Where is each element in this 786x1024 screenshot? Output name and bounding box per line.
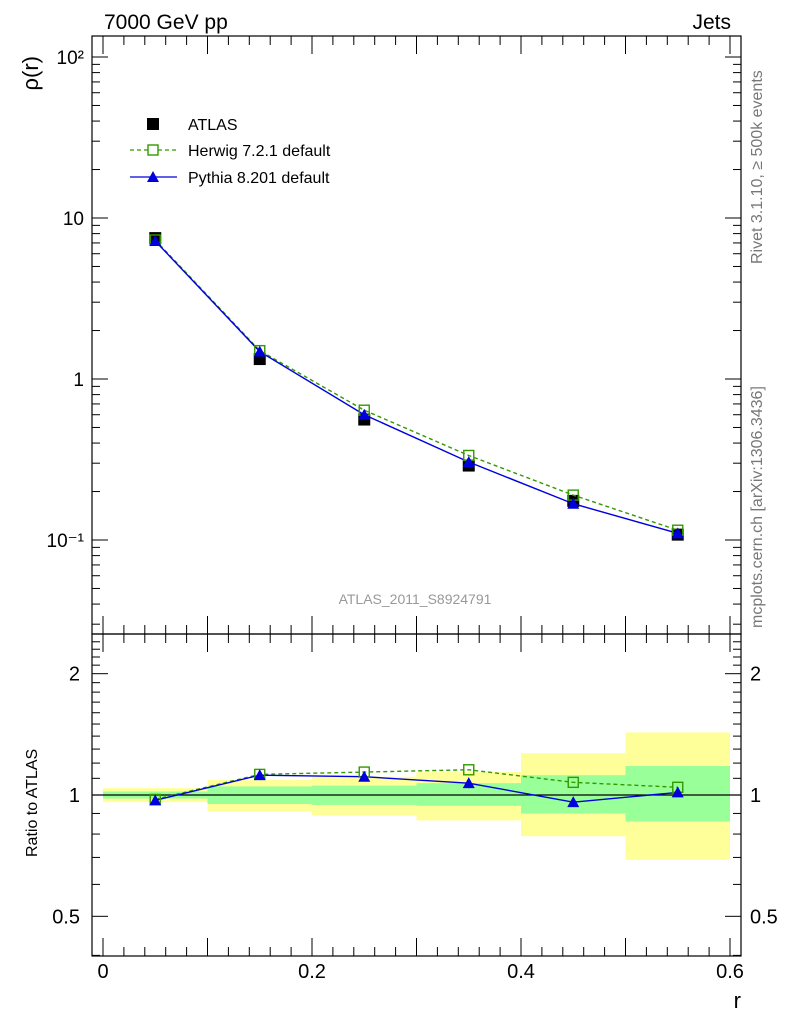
ratio-y-tick-label-right: 0.5 xyxy=(750,906,778,928)
pythia-ratio-point xyxy=(462,777,475,789)
x-tick-label: 0.6 xyxy=(716,961,744,983)
pythia-ratio-point xyxy=(358,770,371,782)
legend-pythia-label: Pythia 8.201 default xyxy=(188,170,330,187)
x-tick-label: 0 xyxy=(97,961,108,983)
x-axis-title: r xyxy=(734,988,741,1013)
pythia-line xyxy=(154,240,678,535)
pythia-ratio-line xyxy=(155,774,678,803)
main-panel: 10⁻¹ 1 10 10² xyxy=(47,35,742,635)
ratio-y-tick-label-right: 1 xyxy=(750,785,761,807)
pythia-ratio-point xyxy=(671,786,684,798)
pythia-point xyxy=(671,527,684,539)
main-y-tick-label: 10 xyxy=(63,209,84,230)
rivet-label: Rivet 3.1.10, ≥ 500k events xyxy=(749,70,766,264)
pythia-point xyxy=(149,234,162,246)
main-y-axis-title: ρ(r) xyxy=(18,56,43,91)
pythia-point xyxy=(462,456,475,468)
header-left: 7000 GeV pp xyxy=(104,11,228,34)
pythia-point xyxy=(358,408,371,420)
main-y-tick-label: 1 xyxy=(73,370,84,391)
pythia-point xyxy=(253,345,266,357)
ratio-y-tick-label-left: 0.5 xyxy=(52,906,80,928)
ratio-y-tick-label-left: 1 xyxy=(69,785,80,807)
x-tick-label: 0.2 xyxy=(298,961,326,983)
ratio-y-axis-title: Ratio to ATLAS xyxy=(24,749,41,857)
header-right: Jets xyxy=(692,11,731,34)
analysis-label: ATLAS_2011_S8924791 xyxy=(339,591,492,607)
ratio-panel: 0 0.2 0.4 0.6 0.5 0.5 1 1 2 2 xyxy=(52,633,778,983)
x-tick-label: 0.4 xyxy=(507,961,535,983)
herwig-line xyxy=(154,239,678,531)
mcplots-label: mcplots.cern.ch [arXiv:1306.3436] xyxy=(749,386,766,628)
legend-pythia-marker xyxy=(147,171,159,182)
pythia-ratio-point xyxy=(149,794,162,806)
main-y-tick-label: 10² xyxy=(57,48,84,69)
pythia-ratio-point xyxy=(567,796,580,808)
pythia-point xyxy=(567,497,580,509)
ratio-y-tick-label-right: 2 xyxy=(750,664,761,686)
ratio-band-inner xyxy=(521,775,626,814)
legend-herwig-label: Herwig 7.2.1 default xyxy=(188,143,331,160)
legend-herwig-marker xyxy=(147,144,159,156)
legend: ATLAS Herwig 7.2.1 default Pythia 8.201 … xyxy=(130,117,331,187)
pythia-ratio-point xyxy=(253,769,266,781)
legend-atlas-marker xyxy=(147,118,159,130)
main-y-tick-label: 10⁻¹ xyxy=(47,531,85,552)
ratio-y-tick-label-left: 2 xyxy=(69,664,80,686)
herwig-ratio-point xyxy=(567,776,579,789)
legend-atlas-label: ATLAS xyxy=(188,117,238,134)
herwig-ratio-point xyxy=(463,764,475,776)
